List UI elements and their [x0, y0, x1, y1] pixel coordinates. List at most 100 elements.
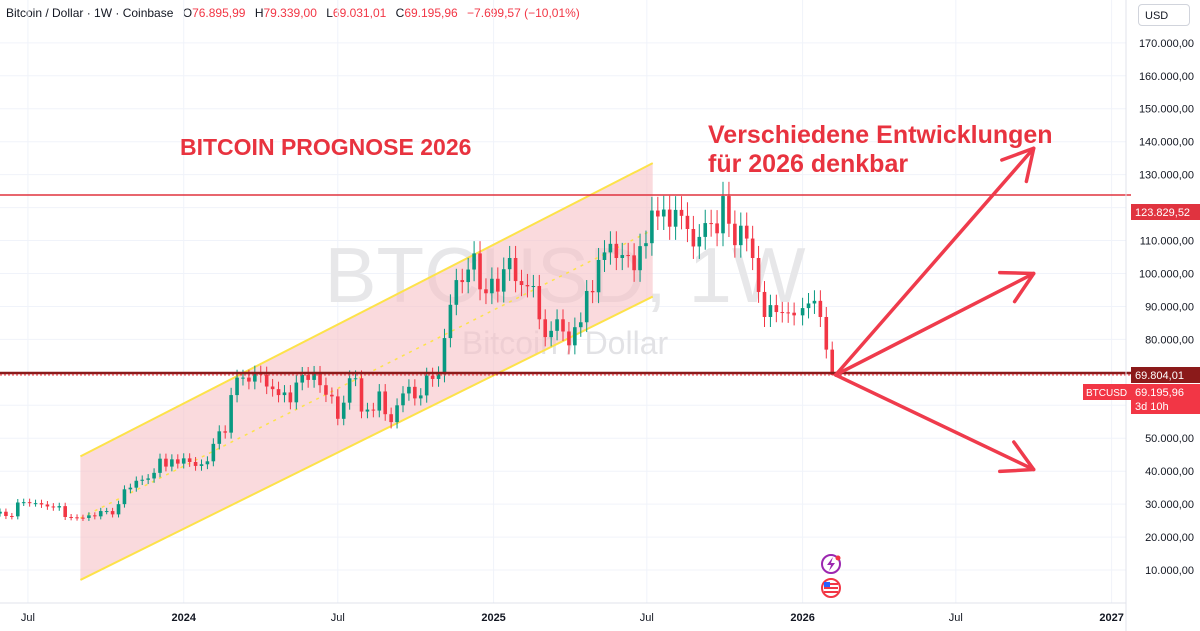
price-tick-label: 100.000,00 [1139, 268, 1194, 280]
candle-body [69, 516, 73, 518]
candle-body [39, 503, 44, 505]
resistance-tag [1131, 204, 1200, 220]
candle-body [282, 392, 287, 396]
close-label: C [395, 6, 405, 20]
candle-body [614, 243, 619, 259]
candle-body [341, 402, 346, 419]
candle-body [638, 246, 642, 271]
arrow-head [1000, 146, 1036, 184]
candle-body [407, 386, 411, 394]
candle-body [164, 458, 168, 467]
price-levels[interactable] [0, 194, 1131, 376]
candle-body [768, 305, 773, 317]
subtitle-annotation-line2[interactable]: für 2026 denkbar [708, 150, 908, 178]
time-tick-label: Jul [331, 612, 345, 624]
candle-body [750, 238, 755, 259]
candle-body [235, 377, 239, 396]
title-annotation[interactable]: BITCOIN PROGNOSE 2026 [180, 134, 471, 160]
candle-body [152, 472, 156, 479]
symbol-label: Bitcoin / Dollar · 1W · Coinbase [6, 6, 174, 20]
candle-body [656, 210, 660, 217]
candle-body [170, 459, 174, 467]
candle-body [365, 409, 370, 412]
candle-body [104, 511, 109, 513]
candle-body [661, 209, 666, 217]
candle-body [756, 258, 761, 292]
candle-body [578, 322, 583, 328]
channel-fill [80, 163, 653, 580]
candle-body [312, 373, 316, 380]
candle-body [490, 278, 494, 294]
open-label: O [182, 6, 193, 20]
us-flag-icon[interactable] [821, 578, 841, 598]
candle-body [806, 303, 811, 309]
candle-body [187, 458, 192, 462]
time-tick-label: 2024 [171, 612, 196, 624]
candle-body [507, 258, 512, 270]
scenario-arrows[interactable] [833, 146, 1036, 474]
candle-body [98, 511, 103, 517]
arrow-head [997, 270, 1036, 304]
candle-body [158, 458, 162, 473]
time-tick-label: 2025 [481, 612, 505, 624]
price-tick-label: 150.000,00 [1139, 104, 1194, 116]
candle-body [300, 374, 305, 383]
subtitle-annotation-line1[interactable]: Verschiedene Entwicklungen [708, 121, 1053, 149]
candle-body [336, 396, 340, 419]
candle-body [573, 327, 577, 346]
scenario-arrow [833, 270, 1036, 377]
high-label: H [254, 6, 264, 20]
candle-body [762, 291, 767, 317]
candle-body [264, 374, 269, 387]
candle-body [590, 290, 595, 293]
candle-body [549, 330, 553, 338]
time-axis[interactable]: Jul 2024 Jul 2025 Jul 2026 Jul 2027 [21, 612, 1124, 624]
candle-body [306, 374, 310, 380]
candle-body [401, 393, 405, 406]
candle-body [644, 243, 648, 247]
candle-body [620, 255, 625, 259]
candle-body [567, 331, 571, 346]
lightning-icon[interactable] [821, 554, 841, 574]
candle-body [51, 506, 56, 508]
candle-body [87, 515, 91, 518]
candle-body [122, 489, 127, 505]
candle-body [383, 391, 388, 415]
price-tick-label: 20.000,00 [1145, 532, 1194, 544]
candle-body [715, 223, 719, 234]
candle-body [709, 223, 713, 225]
price-tick-label: 110.000,00 [1140, 236, 1194, 248]
candle-body [460, 280, 465, 283]
candle-body [0, 511, 2, 514]
candle-body [247, 377, 251, 382]
currency-button[interactable]: USD [1138, 4, 1190, 26]
candle-body [181, 458, 186, 464]
candle-body [377, 391, 382, 411]
candle-body [738, 225, 743, 246]
candle-body [650, 210, 654, 244]
candle-body [134, 480, 139, 488]
price-axis[interactable]: 10.000,00 20.000,00 30.000,00 40.000,00 50.0… [1139, 38, 1194, 577]
candle-body [632, 255, 636, 271]
high-value: 79.339,00 [263, 6, 317, 20]
candle-body [146, 478, 150, 480]
time-tick-label: Jul [21, 612, 35, 624]
time-tick-label: 2026 [790, 612, 814, 624]
symbol-tag [1083, 384, 1131, 400]
candle-body [531, 286, 536, 288]
price-tick-label: 10.000,00 [1145, 565, 1194, 577]
candle-body [413, 386, 417, 399]
candle-body [110, 511, 115, 515]
support-tag [1131, 367, 1200, 383]
trend-channel[interactable] [79, 162, 654, 581]
candle-body [45, 504, 50, 507]
arrow-head [998, 440, 1036, 474]
candle-body [229, 395, 233, 433]
candle-body [472, 253, 476, 270]
candle-body [812, 300, 817, 304]
candle-body [800, 308, 805, 316]
arrow-shaft [833, 373, 1036, 472]
candle-body [193, 461, 198, 466]
candle-body [211, 443, 216, 462]
